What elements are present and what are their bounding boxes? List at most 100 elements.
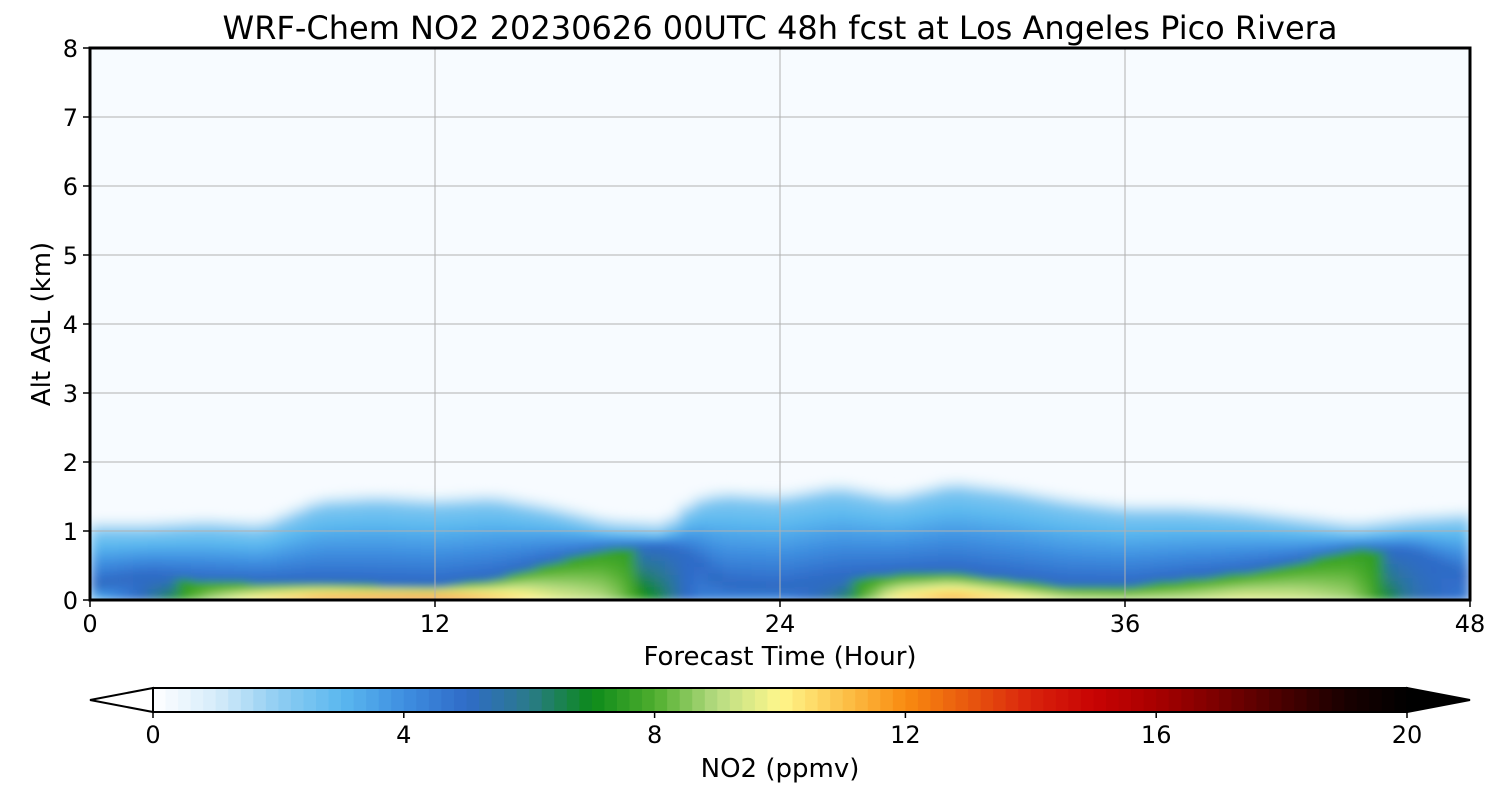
heatmap-cell <box>679 542 695 546</box>
heatmap-cell <box>1038 503 1054 507</box>
heatmap-cell <box>320 522 335 527</box>
heatmap-cell <box>981 539 997 543</box>
heatmap-cell <box>866 517 882 521</box>
heatmap-cell <box>1398 514 1414 518</box>
heatmap-cell <box>205 539 220 543</box>
heatmap-cell <box>751 533 767 538</box>
heatmap-cell <box>1053 566 1069 571</box>
colorbar-swatch <box>1394 688 1408 712</box>
heatmap-cell <box>1110 497 1126 502</box>
heatmap-cell <box>550 572 565 576</box>
heatmap-cell <box>506 528 522 532</box>
heatmap-cell <box>995 586 1011 590</box>
heatmap-cell <box>923 481 939 485</box>
heatmap-cell <box>880 495 896 499</box>
heatmap-cell <box>161 553 177 557</box>
heatmap-cell <box>391 531 407 535</box>
heatmap-cell <box>966 566 982 571</box>
heatmap-cell <box>1297 555 1313 560</box>
heatmap-cell <box>190 547 206 551</box>
heatmap-cell <box>981 555 997 560</box>
heatmap-cell <box>406 525 422 529</box>
heatmap-cell <box>305 588 321 593</box>
heatmap-cell <box>219 586 235 590</box>
heatmap-cell <box>1383 550 1399 554</box>
heatmap-cell <box>550 500 565 504</box>
colorbar-swatch <box>1068 688 1082 712</box>
heatmap-cell <box>621 522 637 527</box>
heatmap-cell <box>995 569 1011 573</box>
heatmap-cell <box>248 542 264 546</box>
heatmap-cell <box>808 575 824 579</box>
heatmap-cell <box>751 575 767 579</box>
heatmap-cell <box>880 594 896 598</box>
heatmap-cell <box>478 594 494 598</box>
heatmap-cell <box>161 555 177 560</box>
heatmap-cell <box>1225 517 1241 521</box>
heatmap-cell <box>923 566 939 571</box>
heatmap-cell <box>406 564 422 568</box>
colorbar-swatch <box>491 688 505 712</box>
heatmap-cell <box>420 514 436 518</box>
heatmap-cell <box>808 489 824 493</box>
heatmap-cell <box>1211 550 1227 554</box>
heatmap-cell <box>233 536 249 540</box>
heatmap-cell <box>550 539 565 543</box>
heatmap-cell <box>363 566 379 571</box>
heatmap-cell <box>751 542 767 546</box>
heatmap-cell <box>981 533 997 538</box>
heatmap-cell <box>751 591 767 596</box>
heatmap-cell <box>1168 564 1184 568</box>
heatmap-cell <box>506 580 522 585</box>
heatmap-cell <box>291 588 307 593</box>
heatmap-cell <box>176 519 192 524</box>
heatmap-cell <box>1168 572 1184 576</box>
heatmap-cell <box>377 503 393 507</box>
heatmap-cell <box>923 558 939 562</box>
heatmap-cell <box>981 544 997 549</box>
heatmap-cell <box>420 503 436 507</box>
heatmap-cell <box>851 517 867 521</box>
heatmap-cell <box>636 539 652 543</box>
heatmap-cell <box>679 536 695 540</box>
heatmap-cell <box>794 531 810 535</box>
heatmap-cell <box>1096 497 1112 502</box>
heatmap-cell <box>981 588 997 593</box>
heatmap-cell <box>435 497 450 502</box>
heatmap-cell <box>1211 528 1227 532</box>
heatmap-cell <box>1010 484 1025 488</box>
heatmap-cell <box>708 547 724 551</box>
heatmap-cell <box>1038 591 1054 596</box>
heatmap-cell <box>966 522 982 527</box>
heatmap-cell <box>736 553 752 557</box>
heatmap-cell <box>90 544 105 549</box>
heatmap-cell <box>363 539 379 543</box>
heatmap-cell <box>966 489 982 493</box>
heatmap-cell <box>1024 588 1040 593</box>
heatmap-cell <box>1153 566 1169 571</box>
heatmap-cell <box>621 525 637 529</box>
heatmap-cell <box>607 511 623 516</box>
heatmap-cell <box>90 525 105 529</box>
heatmap-cell <box>1139 539 1155 543</box>
heatmap-cell <box>1168 517 1184 521</box>
heatmap-cell <box>521 506 537 510</box>
heatmap-cell <box>276 525 292 529</box>
heatmap-cell <box>104 564 120 568</box>
heatmap-cell <box>334 495 350 499</box>
colorbar: 0 4 8 12 16 20 <box>89 686 1471 749</box>
heatmap-cell <box>952 522 968 527</box>
heatmap-cell <box>334 519 350 524</box>
heatmap-cell <box>1297 517 1313 521</box>
heatmap-cell <box>377 566 393 571</box>
heatmap-cell <box>1441 519 1457 524</box>
heatmap-cell <box>1211 539 1227 543</box>
heatmap-cell <box>1426 572 1442 576</box>
heatmap-cell <box>506 522 522 527</box>
heatmap-cell <box>736 531 752 535</box>
heatmap-cell <box>564 566 580 571</box>
heatmap-cell <box>262 577 278 582</box>
heatmap-cell <box>334 528 350 532</box>
heatmap-cell <box>550 506 565 510</box>
heatmap-cell <box>1455 525 1470 529</box>
